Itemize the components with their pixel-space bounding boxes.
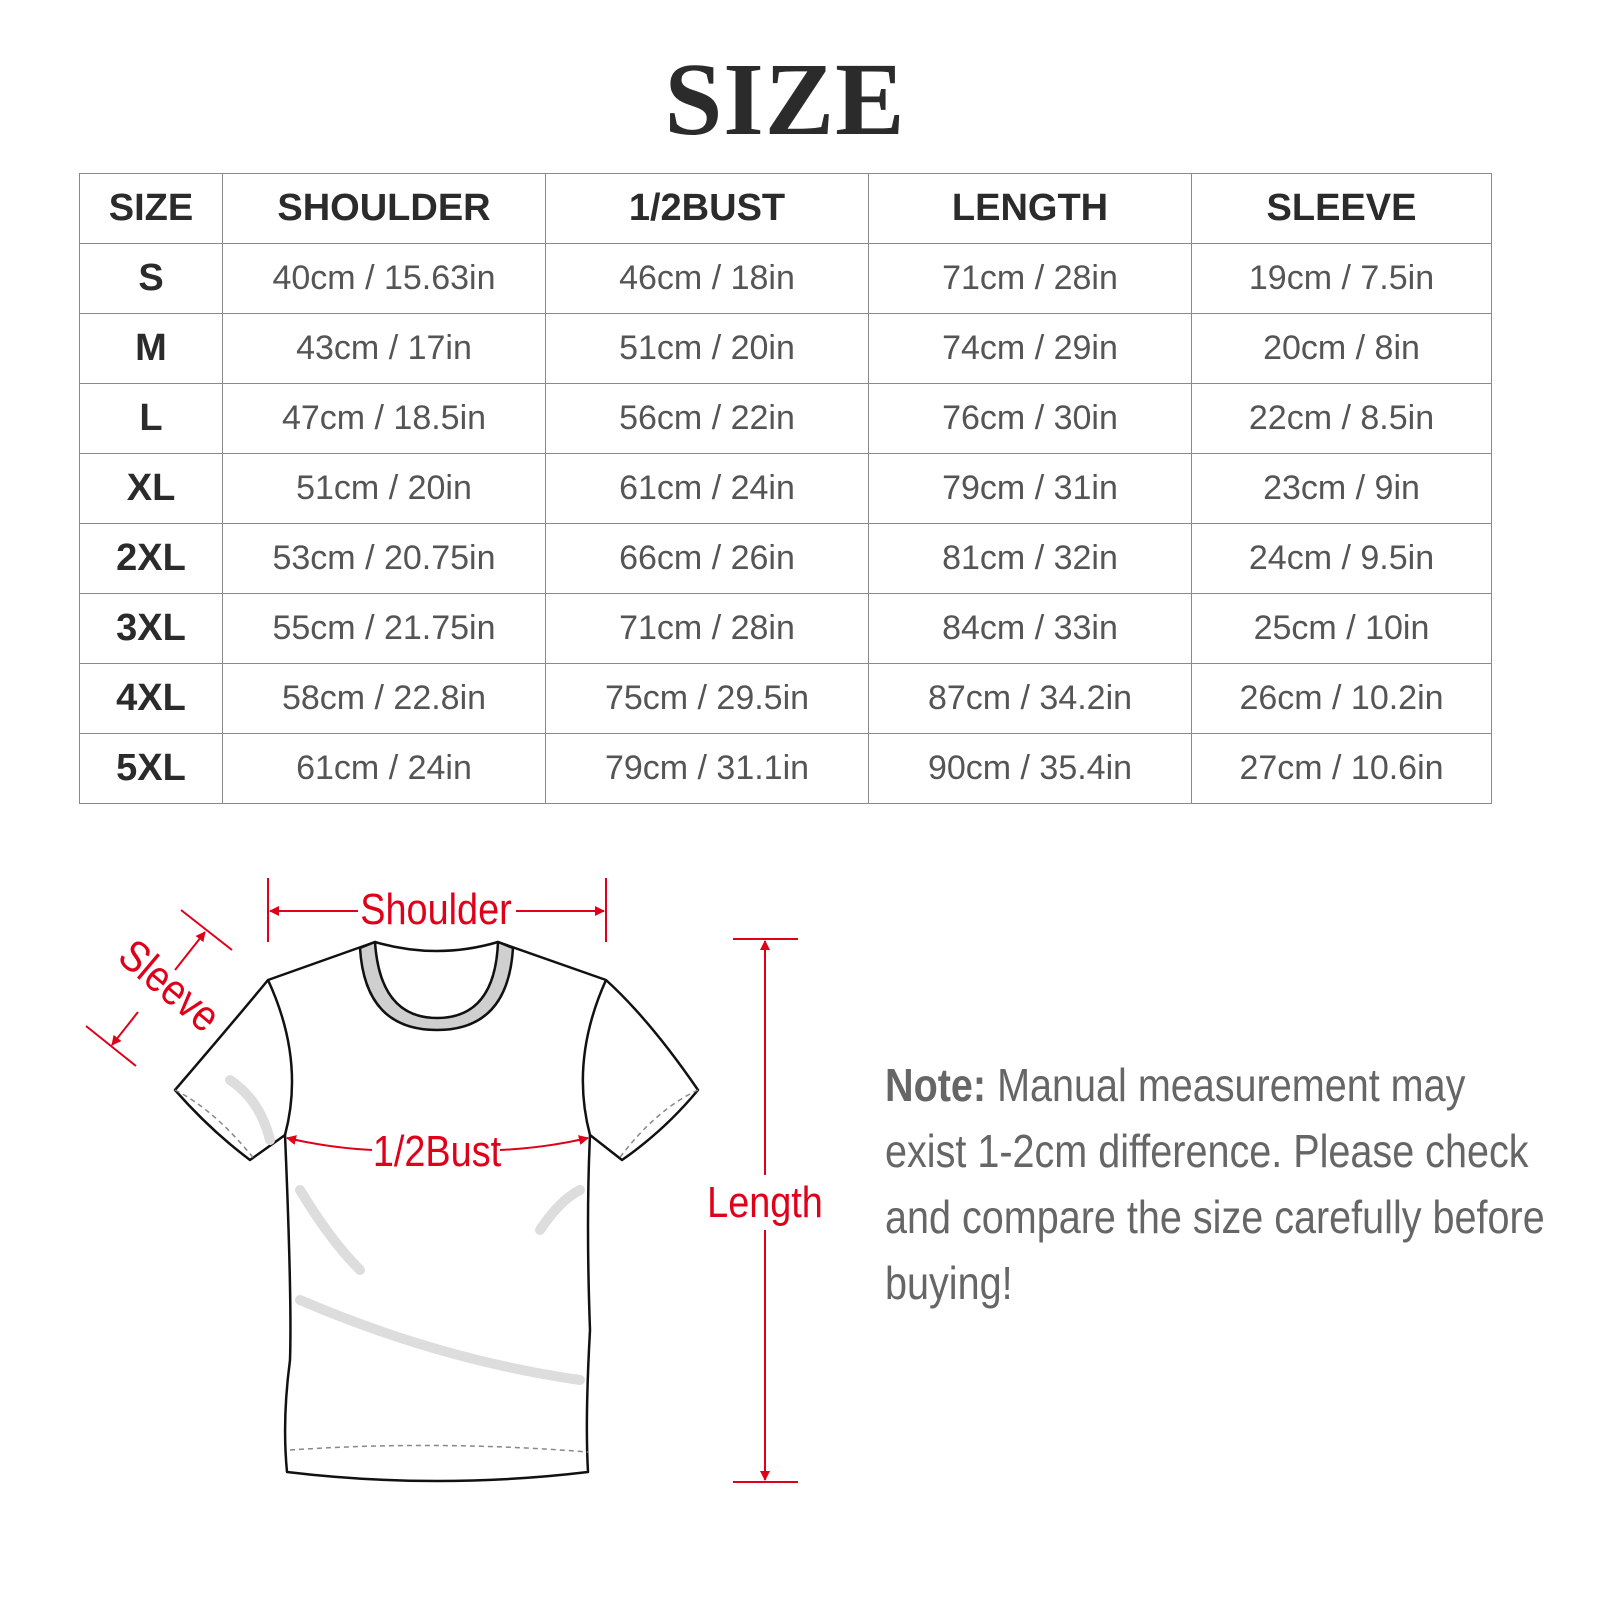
measurement-cell: 81cm / 32in: [868, 523, 1192, 594]
table-row: L 47cm / 18.5in 56cm / 22in 76cm / 30in 22cm…: [79, 383, 1492, 454]
bust-label: 1/2Bust: [373, 1126, 502, 1175]
table-header-row: SIZE SHOULDER 1/2BUST LENGTH SLEEVE: [79, 173, 1492, 244]
table-row: 3XL 55cm / 21.75in 71cm / 28in 84cm / 33in 2…: [79, 593, 1492, 664]
measurement-cell: 27cm / 10.6in: [1191, 733, 1492, 804]
measurement-cell: 74cm / 29in: [868, 313, 1192, 384]
size-cell: 3XL: [79, 593, 223, 664]
measurement-cell: 66cm / 26in: [545, 523, 869, 594]
length-label: Length: [707, 1177, 823, 1226]
measurement-cell: 19cm / 7.5in: [1191, 243, 1492, 314]
measurement-cell: 22cm / 8.5in: [1191, 383, 1492, 454]
measurement-cell: 71cm / 28in: [545, 593, 869, 664]
measurement-cell: 40cm / 15.63in: [222, 243, 546, 314]
size-cell: 4XL: [79, 663, 223, 734]
measurement-cell: 55cm / 21.75in: [222, 593, 546, 664]
table-row: S 40cm / 15.63in 46cm / 18in 71cm / 28in 19c…: [79, 243, 1492, 314]
size-cell: M: [79, 313, 223, 384]
table-row: 5XL 61cm / 24in 79cm / 31.1in 90cm / 35.4in…: [79, 733, 1492, 804]
shoulder-label: Shoulder: [360, 884, 511, 933]
table-row: 2XL 53cm / 20.75in 66cm / 26in 81cm / 32in 2…: [79, 523, 1492, 594]
measurement-cell: 90cm / 35.4in: [868, 733, 1192, 804]
measurement-cell: 23cm / 9in: [1191, 453, 1492, 524]
measurement-cell: 71cm / 28in: [868, 243, 1192, 314]
header-sleeve: SLEEVE: [1191, 173, 1492, 244]
measurement-cell: 61cm / 24in: [545, 453, 869, 524]
measurement-cell: 79cm / 31.1in: [545, 733, 869, 804]
note-text: Manual measurement may exist 1-2cm diffe…: [885, 1059, 1545, 1309]
size-table: SIZE SHOULDER 1/2BUST LENGTH SLEEVE S 40c…: [79, 173, 1492, 804]
measurement-cell: 53cm / 20.75in: [222, 523, 546, 594]
measurement-note: Note: Manual measurement may exist 1-2cm…: [885, 1052, 1556, 1316]
measurement-cell: 46cm / 18in: [545, 243, 869, 314]
header-length: LENGTH: [868, 173, 1192, 244]
table-row: M 43cm / 17in 51cm / 20in 74cm / 29in 20cm /…: [79, 313, 1492, 384]
header-bust: 1/2BUST: [545, 173, 869, 244]
size-cell: 5XL: [79, 733, 223, 804]
measurement-cell: 84cm / 33in: [868, 593, 1192, 664]
measure-annotations: [85, 878, 798, 1483]
measurement-cell: 26cm / 10.2in: [1191, 663, 1492, 734]
measurement-cell: 61cm / 24in: [222, 733, 546, 804]
measurement-cell: 24cm / 9.5in: [1191, 523, 1492, 594]
measurement-cell: 76cm / 30in: [868, 383, 1192, 454]
header-size: SIZE: [79, 173, 223, 244]
page-title: SIZE: [664, 42, 906, 157]
tshirt-icon: [173, 940, 700, 1483]
measurement-cell: 51cm / 20in: [545, 313, 869, 384]
note-label: Note:: [885, 1059, 987, 1111]
size-cell: S: [79, 243, 223, 314]
measurement-cell: 56cm / 22in: [545, 383, 869, 454]
measurement-cell: 51cm / 20in: [222, 453, 546, 524]
measurement-cell: 25cm / 10in: [1191, 593, 1492, 664]
measurement-cell: 58cm / 22.8in: [222, 663, 546, 734]
measurement-cell: 75cm / 29.5in: [545, 663, 869, 734]
table-row: XL 51cm / 20in 61cm / 24in 79cm / 31in 23cm …: [79, 453, 1492, 524]
size-cell: XL: [79, 453, 223, 524]
measurement-cell: 20cm / 8in: [1191, 313, 1492, 384]
size-cell: L: [79, 383, 223, 454]
measurement-cell: 43cm / 17in: [222, 313, 546, 384]
table-row: 4XL 58cm / 22.8in 75cm / 29.5in 87cm / 34.2…: [79, 663, 1492, 734]
